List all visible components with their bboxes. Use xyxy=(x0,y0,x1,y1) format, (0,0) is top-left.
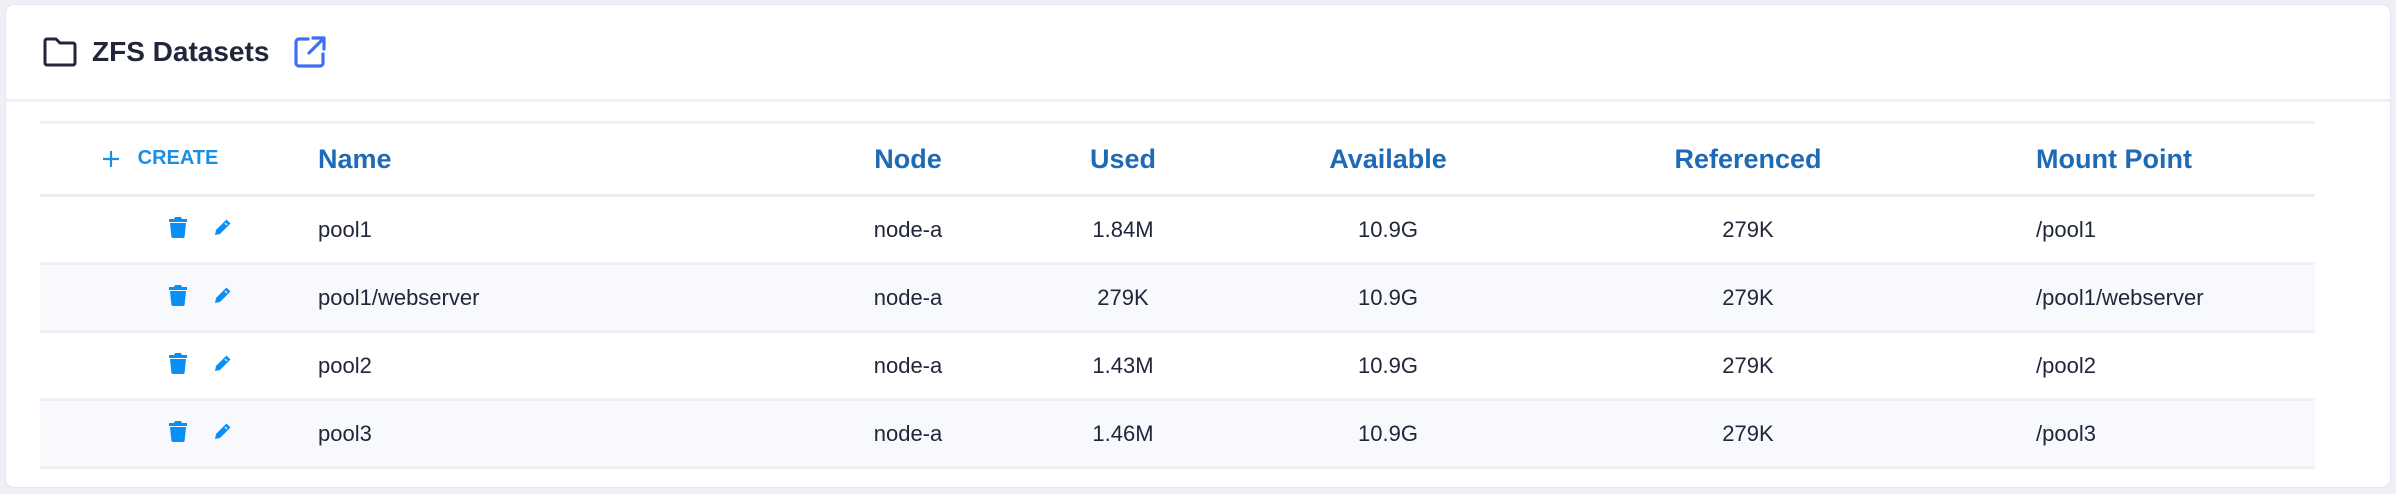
cell-used: 279K xyxy=(1097,284,1149,310)
edit-icon[interactable] xyxy=(214,422,232,440)
edit-icon[interactable] xyxy=(214,354,232,372)
cell-node: node-a xyxy=(873,216,943,242)
create-button[interactable]: CREATE xyxy=(102,147,219,170)
column-header-used[interactable]: Used xyxy=(1089,143,1157,174)
column-header-referenced[interactable]: Referenced xyxy=(1674,143,1822,174)
cell-referenced: 279K xyxy=(1722,352,1774,378)
delete-icon[interactable] xyxy=(168,420,188,442)
delete-icon[interactable] xyxy=(168,216,188,238)
delete-icon[interactable] xyxy=(168,284,188,306)
table-row: pool3 node-a 1.46M 10.9G 279K /pool3 xyxy=(40,399,2315,468)
plus-icon xyxy=(102,150,119,167)
table-header-row: CREATE Name Node Used Available Referenc… xyxy=(40,122,2315,196)
folder-icon xyxy=(42,36,78,68)
cell-available: 10.9G xyxy=(1358,420,1418,446)
cell-used: 1.84M xyxy=(1092,216,1154,242)
cell-available: 10.9G xyxy=(1358,216,1418,242)
cell-mount-point: /pool2 xyxy=(2036,352,2096,378)
cell-used: 1.43M xyxy=(1092,352,1154,378)
cell-available: 10.9G xyxy=(1358,352,1418,378)
table-row: pool1 node-a 1.84M 10.9G 279K /pool1 xyxy=(40,196,2315,264)
delete-icon[interactable] xyxy=(168,352,188,374)
cell-name: pool1 xyxy=(318,216,372,242)
cell-referenced: 279K xyxy=(1722,216,1774,242)
column-header-node[interactable]: Node xyxy=(874,143,942,174)
cell-name: pool1/webserver xyxy=(318,284,480,310)
cell-used: 1.46M xyxy=(1092,420,1154,446)
table-row: pool1/webserver node-a 279K 10.9G 279K /… xyxy=(40,263,2315,332)
cell-mount-point: /pool1/webserver xyxy=(2036,284,2204,310)
zfs-datasets-card: ZFS Datasets CREATE Name Node Used Avail… xyxy=(6,5,2390,487)
cell-mount-point: /pool3 xyxy=(2036,420,2096,446)
cell-mount-point: /pool1 xyxy=(2036,216,2096,242)
cell-node: node-a xyxy=(873,284,943,310)
column-header-name[interactable]: Name xyxy=(318,143,392,174)
page-title: ZFS Datasets xyxy=(92,36,270,67)
edit-icon[interactable] xyxy=(214,218,232,236)
cell-name: pool2 xyxy=(318,352,372,378)
edit-icon[interactable] xyxy=(214,286,232,304)
create-label: CREATE xyxy=(137,147,219,169)
table-row: pool2 node-a 1.43M 10.9G 279K /pool2 xyxy=(40,332,2315,400)
cell-available: 10.9G xyxy=(1358,284,1418,310)
cell-node: node-a xyxy=(873,352,943,378)
column-header-available[interactable]: Available xyxy=(1329,143,1447,174)
cell-name: pool3 xyxy=(318,420,372,446)
external-link-icon[interactable] xyxy=(293,35,327,69)
cell-node: node-a xyxy=(873,420,943,446)
card-header: ZFS Datasets xyxy=(6,5,2390,102)
datasets-table: CREATE Name Node Used Available Referenc… xyxy=(40,121,2315,469)
cell-referenced: 279K xyxy=(1722,284,1774,310)
column-header-mount-point[interactable]: Mount Point xyxy=(2036,143,2192,174)
cell-referenced: 279K xyxy=(1722,420,1774,446)
